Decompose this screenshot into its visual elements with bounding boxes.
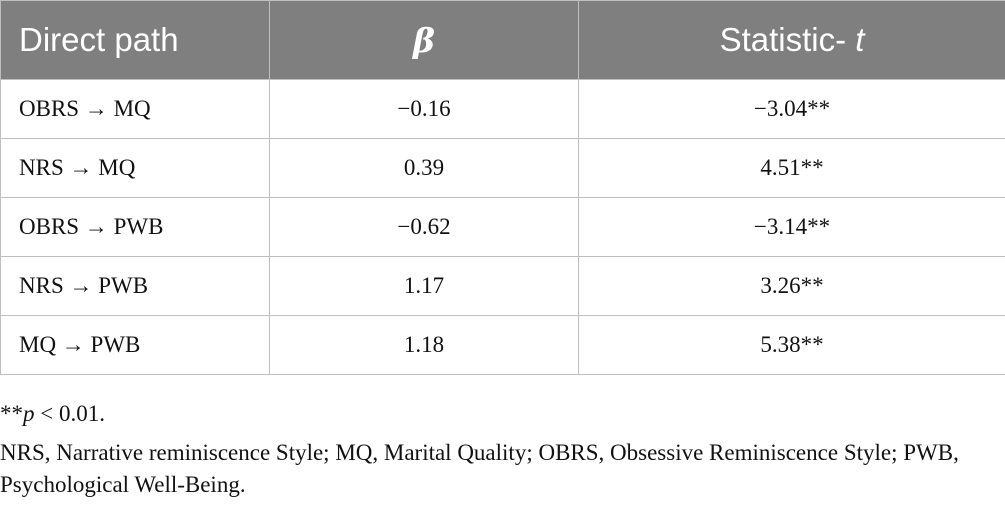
- beta-cell: 1.17: [269, 256, 579, 316]
- t-cell: −3.14**: [578, 197, 1005, 257]
- table-row: NRS → MQ 0.39 4.51**: [0, 138, 1005, 198]
- header-beta: β: [269, 0, 579, 80]
- beta-cell: 0.39: [269, 138, 579, 198]
- path-cell: OBRS → MQ: [0, 79, 270, 139]
- results-table: Direct path β Statistic- t OBRS → MQ −0.…: [0, 0, 1005, 375]
- beta-cell: −0.62: [269, 197, 579, 257]
- table-row: NRS → PWB 1.17 3.26**: [0, 256, 1005, 316]
- header-direct-path: Direct path: [0, 0, 270, 80]
- significance-note: **p < 0.01.: [0, 398, 1000, 430]
- beta-cell: −0.16: [269, 79, 579, 139]
- header-statistic-t: Statistic- t: [578, 0, 1005, 80]
- path-cell: NRS → PWB: [0, 256, 270, 316]
- header-statistic-prefix: Statistic-: [719, 21, 856, 58]
- path-cell: MQ → PWB: [0, 315, 270, 375]
- t-cell: 5.38**: [578, 315, 1005, 375]
- sig-threshold: < 0.01.: [34, 401, 105, 426]
- sig-p: p: [23, 401, 35, 426]
- table-footnotes: **p < 0.01. NRS, Narrative reminiscence …: [0, 398, 1000, 501]
- t-cell: 3.26**: [578, 256, 1005, 316]
- path-cell: OBRS → PWB: [0, 197, 270, 257]
- beta-cell: 1.18: [269, 315, 579, 375]
- header-row: Direct path β Statistic- t: [0, 0, 1005, 80]
- beta-symbol: β: [413, 20, 435, 60]
- path-cell: NRS → MQ: [0, 138, 270, 198]
- table-row: MQ → PWB 1.18 5.38**: [0, 315, 1005, 375]
- table-row: OBRS → PWB −0.62 −3.14**: [0, 197, 1005, 257]
- t-cell: 4.51**: [578, 138, 1005, 198]
- header-statistic-var: t: [855, 21, 865, 58]
- sig-stars: **: [0, 401, 23, 426]
- abbreviation-note: NRS, Narrative reminiscence Style; MQ, M…: [0, 440, 959, 497]
- table-row: OBRS → MQ −0.16 −3.04**: [0, 79, 1005, 139]
- t-cell: −3.04**: [578, 79, 1005, 139]
